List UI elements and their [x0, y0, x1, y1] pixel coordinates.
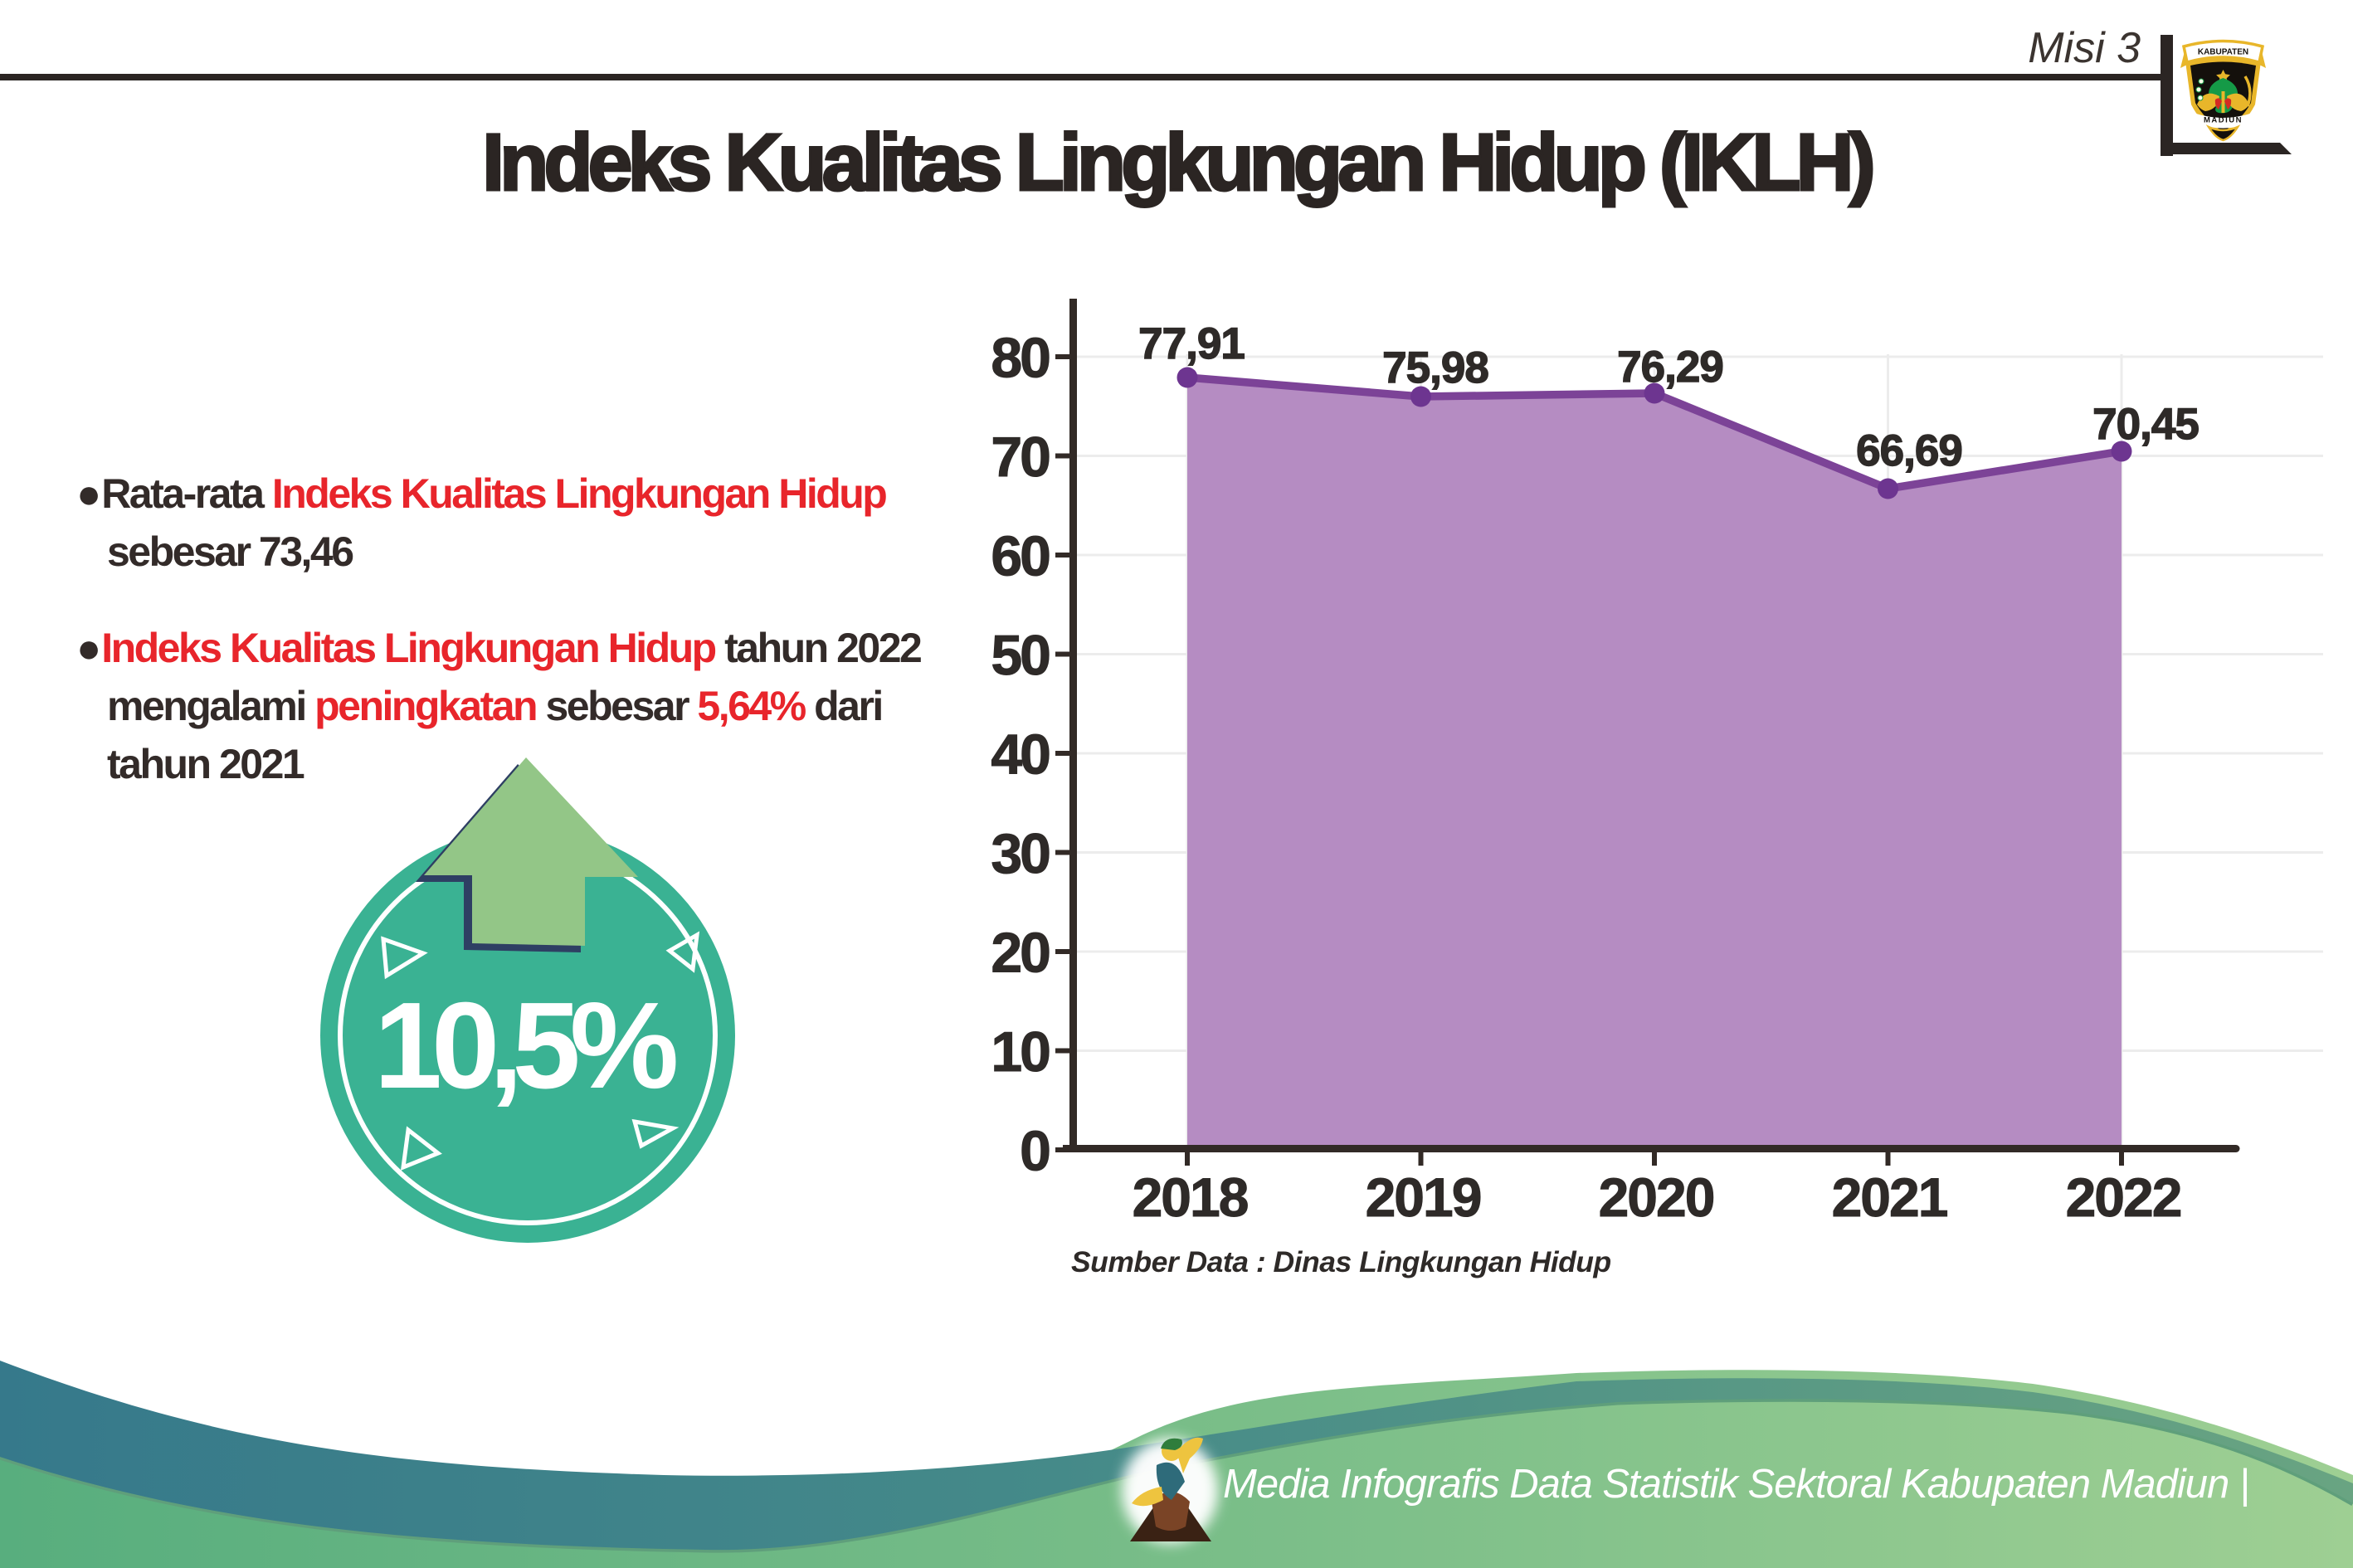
svg-text:70,45: 70,45: [2092, 400, 2199, 449]
svg-text:60: 60: [991, 525, 1050, 588]
svg-text:0: 0: [1020, 1120, 1050, 1183]
svg-text:2021: 2021: [1832, 1166, 1947, 1228]
svg-text:2022: 2022: [2066, 1166, 2181, 1228]
svg-text:76,29: 76,29: [1617, 343, 1723, 392]
svg-text:Sumber Data : Dinas Lingkungan: Sumber Data : Dinas Lingkungan Hidup: [1071, 1245, 1611, 1278]
svg-text:20: 20: [991, 922, 1050, 985]
svg-text:Media Infografis Data Statisti: Media Infografis Data Statistik Sektoral…: [1223, 1462, 2249, 1507]
svg-text:2019: 2019: [1366, 1166, 1481, 1228]
svg-text:2020: 2020: [1599, 1166, 1714, 1228]
svg-text:2018: 2018: [1133, 1166, 1248, 1228]
svg-text:40: 40: [991, 723, 1050, 786]
svg-text:77,91: 77,91: [1138, 319, 1245, 368]
svg-text:50: 50: [991, 624, 1050, 687]
svg-text:MADIUN: MADIUN: [2204, 116, 2243, 125]
svg-text:75,98: 75,98: [1382, 343, 1488, 392]
svg-text:10: 10: [991, 1020, 1050, 1083]
svg-text:KABUPATEN: KABUPATEN: [2198, 48, 2248, 57]
svg-text:66,69: 66,69: [1856, 426, 1962, 475]
svg-text:70: 70: [991, 426, 1050, 489]
svg-text:30: 30: [991, 822, 1050, 885]
svg-text:80: 80: [991, 327, 1050, 390]
